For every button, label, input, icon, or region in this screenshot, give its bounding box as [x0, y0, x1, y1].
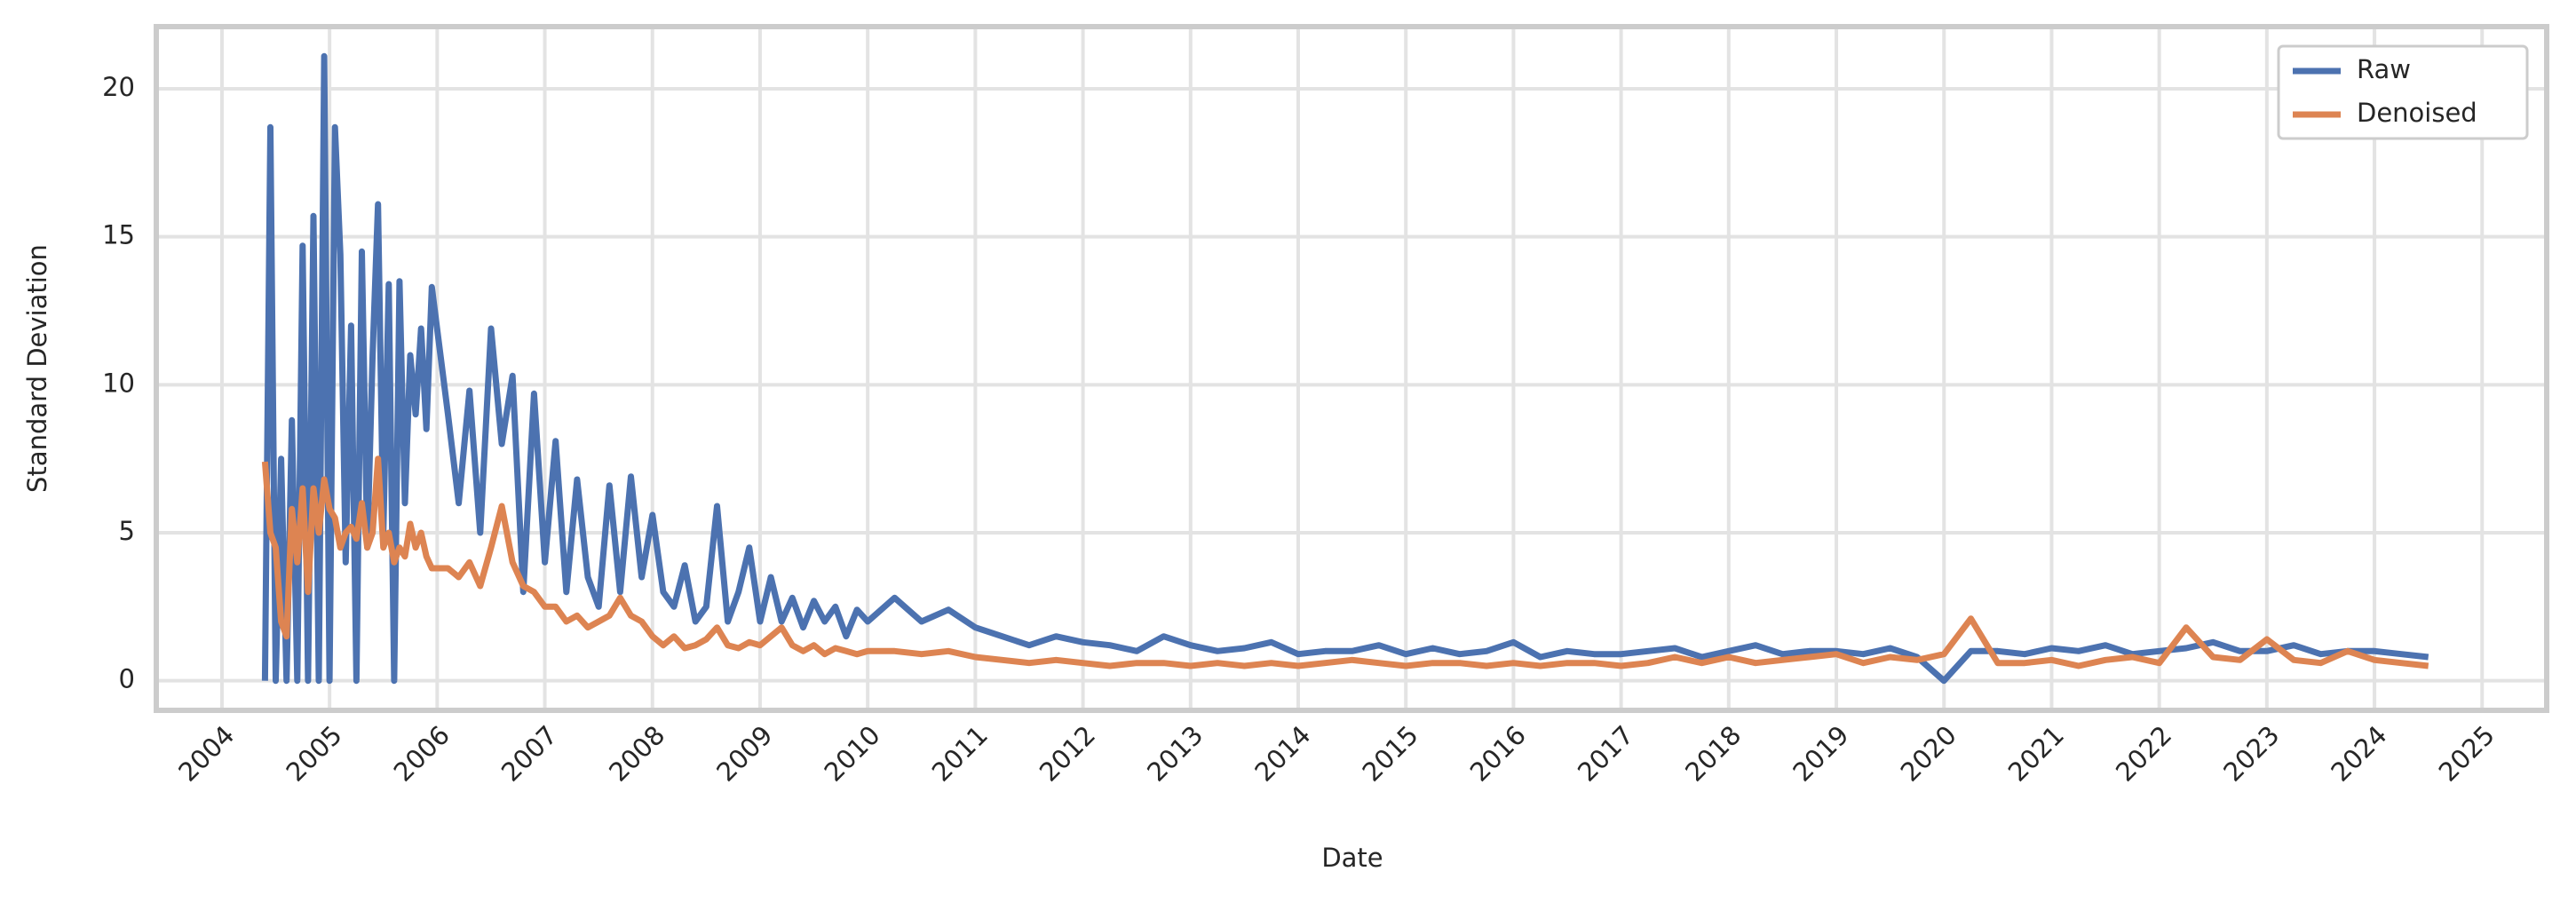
- x-tick-label: 2008: [603, 720, 670, 788]
- plot-area: [156, 27, 2547, 710]
- legend: Raw Denoised: [2277, 44, 2529, 140]
- x-tick-label: 2024: [2325, 720, 2392, 788]
- x-tick-label: 2004: [172, 720, 240, 788]
- x-tick-label: 2010: [819, 720, 886, 788]
- x-tick-label: 2011: [926, 720, 994, 788]
- x-tick-label: 2006: [388, 720, 456, 788]
- plot-frame: [154, 24, 2549, 713]
- x-tick-label: 2021: [2002, 720, 2070, 788]
- x-tick-label: 2019: [1787, 720, 1854, 788]
- y-tick-label: 0: [119, 664, 135, 694]
- x-tick-label: 2025: [2433, 720, 2501, 788]
- x-tick-label: 2018: [1679, 720, 1747, 788]
- x-axis-label: Date: [1321, 843, 1383, 873]
- x-tick-label: 2023: [2217, 720, 2285, 788]
- x-tick-label: 2009: [710, 720, 778, 788]
- y-tick-label: 15: [102, 220, 135, 250]
- legend-label: Raw: [2357, 54, 2411, 84]
- data-line: [261, 52, 2429, 685]
- y-axis-label: Standard Deviation: [22, 244, 52, 493]
- y-tick-label: 10: [102, 368, 135, 398]
- x-tick-label: 2020: [1895, 720, 1962, 788]
- x-tick-label: 2005: [281, 720, 348, 788]
- x-tick-label: 2016: [1464, 720, 1532, 788]
- x-tick-label: 2015: [1357, 720, 1424, 788]
- x-tick-label: 2013: [1141, 720, 1209, 788]
- y-tick-label: 5: [119, 516, 135, 546]
- x-tick-label: 2022: [2110, 720, 2177, 788]
- x-tick-label: 2014: [1248, 720, 1316, 788]
- y-tick-label: 20: [102, 72, 135, 102]
- x-tick-label: 2017: [1572, 720, 1639, 788]
- x-tick-label: 2007: [495, 720, 563, 788]
- data-line: [261, 455, 2429, 669]
- legend-label: Denoised: [2357, 98, 2477, 128]
- x-tick-label: 2012: [1034, 720, 1101, 788]
